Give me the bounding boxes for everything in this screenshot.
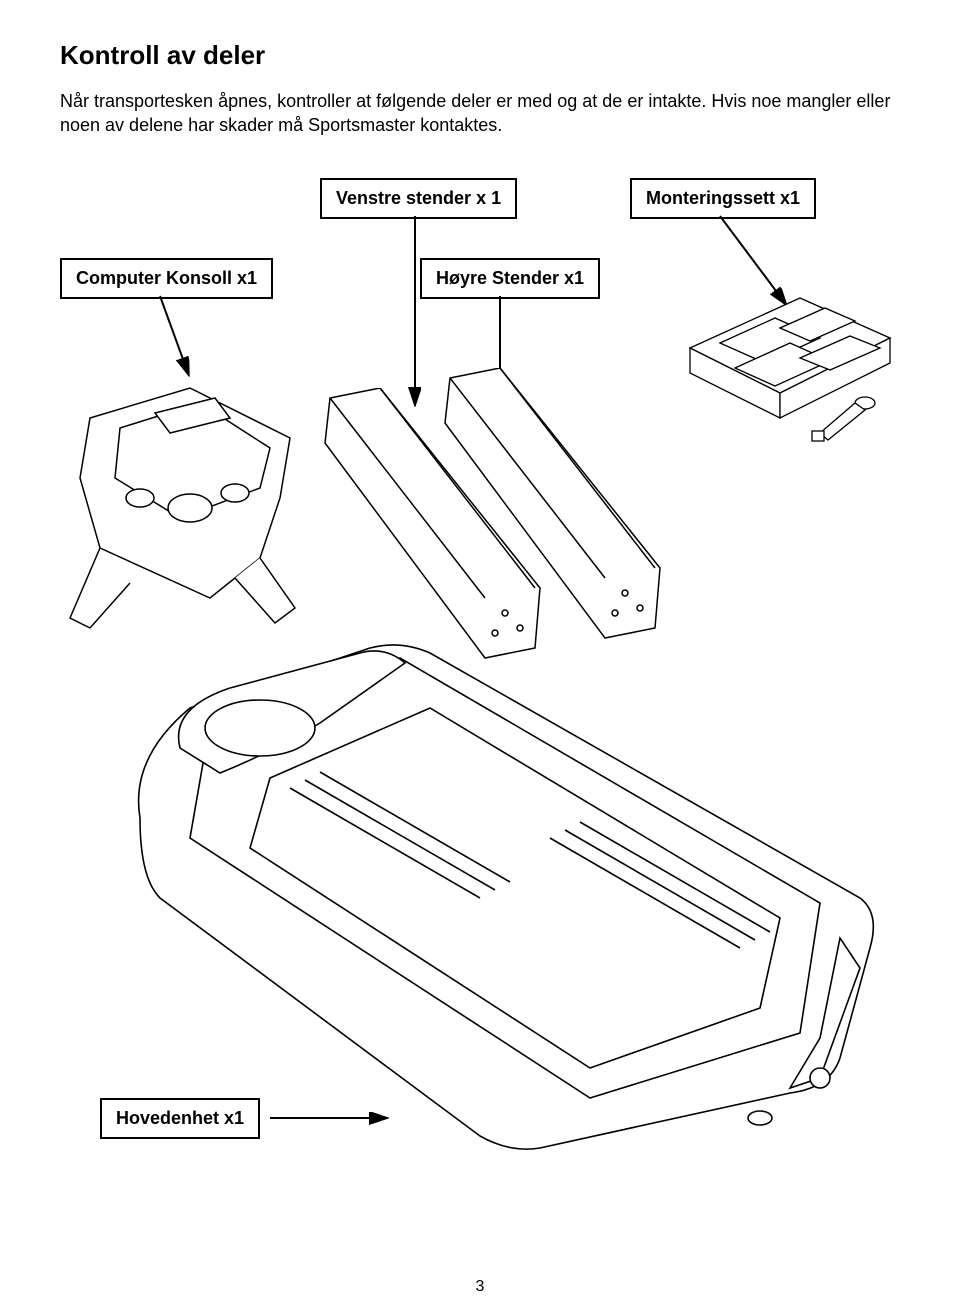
main-unit-illustration: [120, 638, 880, 1158]
parts-diagram: Venstre stender x 1 Monteringssett x1 Co…: [60, 178, 900, 1198]
right-upright-illustration: [440, 368, 670, 648]
intro-paragraph: Når transportesken åpnes, kontroller at …: [60, 89, 900, 138]
page-number: 3: [476, 1278, 485, 1296]
console-illustration: [60, 378, 320, 638]
hardware-kit-illustration: [680, 288, 900, 458]
page-title: Kontroll av deler: [60, 40, 900, 71]
